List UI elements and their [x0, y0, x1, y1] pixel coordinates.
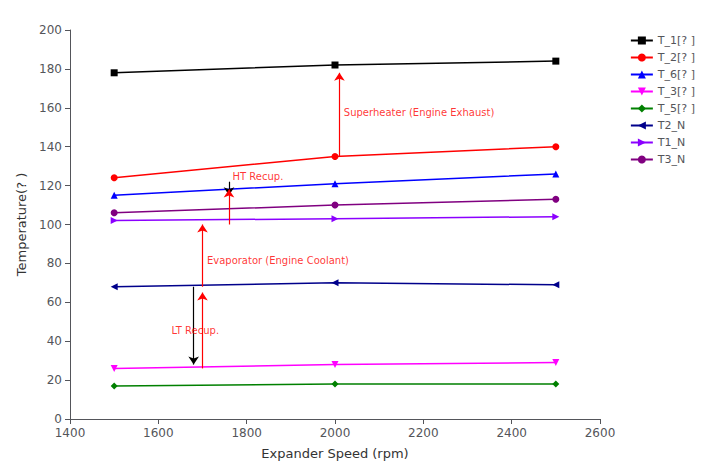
svg-text:T1_N: T1_N: [657, 136, 685, 149]
svg-text:T_5[? ]: T_5[? ]: [657, 102, 695, 115]
svg-text:T2_N: T2_N: [657, 119, 685, 132]
svg-text:2600: 2600: [585, 426, 616, 440]
svg-text:20: 20: [47, 373, 62, 387]
svg-text:Temperature(? ): Temperature(? ): [14, 173, 29, 278]
svg-text:Expander Speed (rpm): Expander Speed (rpm): [261, 446, 408, 461]
svg-text:T_6[? ]: T_6[? ]: [657, 68, 695, 81]
svg-text:1800: 1800: [231, 426, 262, 440]
svg-text:60: 60: [47, 295, 62, 309]
svg-text:1400: 1400: [55, 426, 86, 440]
svg-text:2000: 2000: [320, 426, 351, 440]
svg-text:160: 160: [39, 101, 62, 115]
svg-text:T_1[? ]: T_1[? ]: [657, 34, 695, 47]
svg-text:40: 40: [47, 334, 62, 348]
svg-text:0: 0: [54, 412, 62, 426]
svg-text:Superheater (Engine Exhaust): Superheater (Engine Exhaust): [344, 107, 495, 118]
svg-text:T3_N: T3_N: [657, 153, 685, 166]
svg-text:180: 180: [39, 62, 62, 76]
svg-text:1600: 1600: [143, 426, 174, 440]
svg-text:80: 80: [47, 256, 62, 270]
svg-text:LT Recup.: LT Recup.: [172, 325, 220, 336]
svg-text:HT Recup.: HT Recup.: [233, 171, 284, 182]
svg-text:120: 120: [39, 179, 62, 193]
svg-text:2400: 2400: [496, 426, 527, 440]
svg-text:T_3[? ]: T_3[? ]: [657, 85, 695, 98]
svg-text:T_2[? ]: T_2[? ]: [657, 51, 695, 64]
svg-text:140: 140: [39, 140, 62, 154]
svg-text:200: 200: [39, 23, 62, 37]
svg-text:100: 100: [39, 218, 62, 232]
svg-text:Evaporator (Engine Coolant): Evaporator (Engine Coolant): [207, 255, 349, 266]
svg-text:2200: 2200: [408, 426, 439, 440]
